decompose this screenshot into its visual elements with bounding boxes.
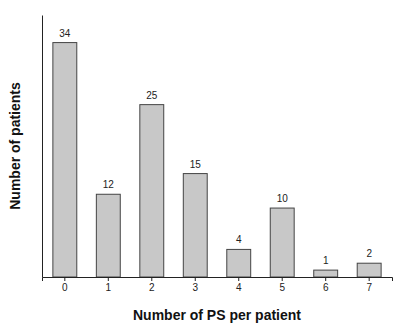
- x-tick-mark: [369, 277, 370, 281]
- data-label: 12: [103, 179, 115, 190]
- x-tick-mark: [282, 277, 283, 281]
- x-tick-mark: [151, 277, 152, 281]
- data-label: 1: [323, 255, 329, 266]
- data-label: 4: [236, 234, 242, 245]
- x-axis-title: Number of PS per patient: [133, 307, 301, 323]
- data-label: 15: [190, 159, 202, 170]
- x-tick-mark: [64, 277, 65, 281]
- x-tick-label: 6: [323, 282, 329, 293]
- bar: [227, 249, 251, 277]
- x-tick-mark: [195, 277, 196, 281]
- data-label: 2: [366, 248, 372, 259]
- x-tick: 7: [366, 277, 372, 293]
- x-tick-label: 1: [106, 282, 112, 293]
- x-tick: 5: [279, 277, 285, 293]
- x-tick-label: 4: [236, 282, 242, 293]
- x-tick-label: 0: [62, 282, 68, 293]
- x-axis-line: [43, 278, 393, 282]
- x-tick-mark: [108, 277, 109, 281]
- bar: [314, 270, 338, 277]
- x-tick: 2: [149, 277, 155, 293]
- x-tick-label: 5: [279, 282, 285, 293]
- plot: 341225154101201234567: [43, 16, 393, 294]
- bar: [140, 105, 164, 277]
- data-label: 25: [146, 90, 158, 101]
- bar: [357, 263, 381, 277]
- x-tick-mark: [238, 277, 239, 281]
- x-tick: 1: [106, 277, 112, 293]
- bar: [53, 43, 77, 277]
- x-tick: 6: [323, 277, 329, 293]
- bar: [270, 208, 294, 277]
- x-axis: 0 1 2 3 4 5 6 7: [43, 277, 393, 293]
- bar: [183, 174, 207, 277]
- x-tick-mark: [325, 277, 326, 281]
- y-axis-line: [42, 16, 43, 278]
- x-tick-label: 3: [192, 282, 198, 293]
- x-tick: 0: [62, 277, 68, 293]
- data-label: 34: [59, 28, 71, 39]
- y-axis: [42, 16, 43, 278]
- data-label: 10: [277, 193, 289, 204]
- x-tick-label: 2: [149, 282, 155, 293]
- x-tick: 4: [236, 277, 242, 293]
- x-tick: 3: [192, 277, 198, 293]
- data-labels: 3412251541012: [59, 28, 372, 267]
- x-tick-label: 7: [366, 282, 372, 293]
- bar: [96, 194, 120, 277]
- chart: 341225154101201234567Number of PS per pa…: [0, 0, 400, 332]
- y-axis-title: Number of patients: [7, 82, 23, 210]
- bars: [53, 43, 381, 277]
